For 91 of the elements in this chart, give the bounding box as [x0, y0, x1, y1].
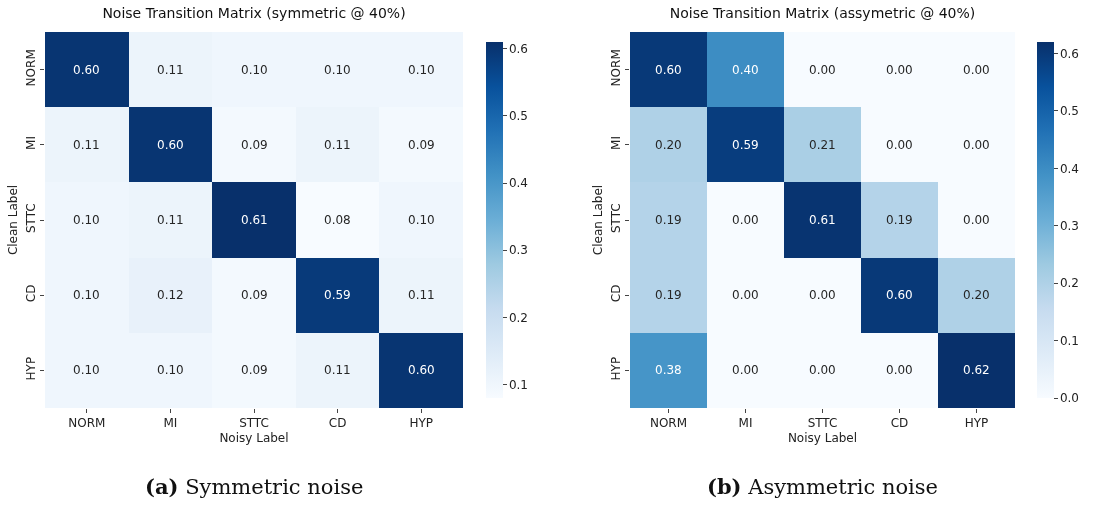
- data-label: 0.00: [886, 363, 913, 377]
- color-bar-label: 0.1: [508, 377, 528, 392]
- data-label: 0.10: [73, 213, 100, 227]
- color-bar-label: 0.6: [1059, 46, 1079, 61]
- data-label: 0.11: [324, 138, 351, 152]
- color-bar-label: 0.1: [1059, 333, 1079, 348]
- color-bar-label: 0.4: [1059, 161, 1079, 176]
- y-tick-label: HYP: [24, 356, 39, 381]
- y-tick-label: NORM: [24, 49, 39, 87]
- data-label: 0.60: [157, 138, 184, 152]
- y-tick-label: CD: [24, 284, 39, 303]
- data-label: 0.00: [963, 63, 990, 77]
- data-label: 0.00: [732, 213, 759, 227]
- data-label: 0.19: [655, 213, 682, 227]
- data-label: 0.11: [157, 213, 184, 227]
- y-tick-label: MI: [24, 136, 39, 150]
- data-label: 0.11: [157, 63, 184, 77]
- data-label: 0.62: [963, 363, 990, 377]
- data-label: 0.20: [655, 138, 682, 152]
- y-axis-title: Clean Label: [590, 184, 605, 256]
- data-label: 0.11: [408, 288, 435, 302]
- data-label: 0.20: [963, 288, 990, 302]
- x-tick-label: NORM: [649, 416, 688, 431]
- color-bar-label: 0.2: [508, 310, 528, 325]
- data-label: 0.11: [73, 138, 100, 152]
- x-axis-title: Noisy Label: [787, 431, 858, 446]
- data-label: 0.21: [809, 138, 836, 152]
- chart-title: Noise Transition Matrix (assymetric @ 40%): [669, 4, 976, 21]
- data-label: 0.60: [886, 288, 913, 302]
- data-label: 0.09: [408, 138, 435, 152]
- color-bar-label: 0.3: [508, 243, 528, 258]
- data-label: 0.10: [241, 63, 268, 77]
- data-label: 0.09: [241, 288, 268, 302]
- x-tick-label: STTC: [807, 416, 838, 431]
- y-tick-label: MI: [609, 136, 624, 150]
- y-tick-label: HYP: [609, 356, 624, 381]
- text: (a) Symmetric noise: [145, 474, 364, 499]
- x-tick-label: HYP: [964, 416, 989, 431]
- y-axis-title: Clean Label: [5, 184, 20, 256]
- data-label: 0.60: [655, 63, 682, 77]
- data-label: 0.10: [408, 63, 435, 77]
- x-tick-label: HYP: [409, 416, 433, 431]
- color-bar-label: 0.3: [1059, 218, 1079, 233]
- x-tick-label: CD: [890, 416, 909, 431]
- data-label: 0.19: [655, 288, 682, 302]
- data-label: 0.10: [408, 213, 435, 227]
- text: (b) Asymmetric noise: [707, 474, 939, 499]
- y-tick-label: NORM: [609, 49, 624, 87]
- x-axis-title: Noisy Label: [219, 431, 289, 446]
- data-label: 0.38: [655, 363, 682, 377]
- data-label: 0.59: [732, 138, 759, 152]
- data-label: 0.10: [324, 63, 351, 77]
- color-bar-label: 0.5: [508, 109, 528, 124]
- data-label: 0.59: [324, 288, 351, 302]
- data-label: 0.00: [963, 138, 990, 152]
- data-label: 0.10: [73, 363, 100, 377]
- data-label: 0.11: [324, 363, 351, 377]
- data-label: 0.09: [241, 138, 268, 152]
- x-tick-label: CD: [328, 416, 347, 431]
- data-label: 0.00: [732, 363, 759, 377]
- data-label: 0.00: [809, 288, 836, 302]
- data-label: 0.00: [886, 138, 913, 152]
- y-tick-label: STTC: [609, 203, 624, 234]
- x-tick-label: MI: [163, 416, 178, 431]
- color-bar-label: 0.6: [508, 41, 528, 56]
- data-label: 0.40: [732, 63, 759, 77]
- color-bar-label: 0.0: [1059, 391, 1079, 406]
- data-label: 0.08: [324, 213, 351, 227]
- data-label: 0.61: [809, 213, 836, 227]
- data-label: 0.12: [157, 288, 184, 302]
- color-bar-label: 0.2: [1059, 276, 1079, 291]
- y-tick-label: STTC: [24, 203, 39, 234]
- data-label: 0.61: [241, 213, 268, 227]
- data-label: 0.00: [809, 63, 836, 77]
- color-bar-label: 0.4: [508, 176, 528, 191]
- x-tick-label: MI: [738, 416, 753, 431]
- data-label: 0.00: [809, 363, 836, 377]
- data-label: 0.00: [732, 288, 759, 302]
- data-label: 0.09: [241, 363, 268, 377]
- data-label: 0.10: [73, 288, 100, 302]
- data-label: 0.00: [886, 63, 913, 77]
- data-label: 0.00: [963, 213, 990, 227]
- x-tick-label: STTC: [239, 416, 269, 431]
- chart-title: Noise Transition Matrix (symmetric @ 40%): [102, 4, 406, 21]
- data-label: 0.19: [886, 213, 913, 227]
- color-bar-label: 0.5: [1059, 104, 1079, 119]
- data-label: 0.60: [408, 363, 435, 377]
- data-label: 0.60: [73, 63, 100, 77]
- x-tick-label: NORM: [68, 416, 106, 431]
- y-tick-label: CD: [609, 284, 624, 303]
- data-label: 0.10: [157, 363, 184, 377]
